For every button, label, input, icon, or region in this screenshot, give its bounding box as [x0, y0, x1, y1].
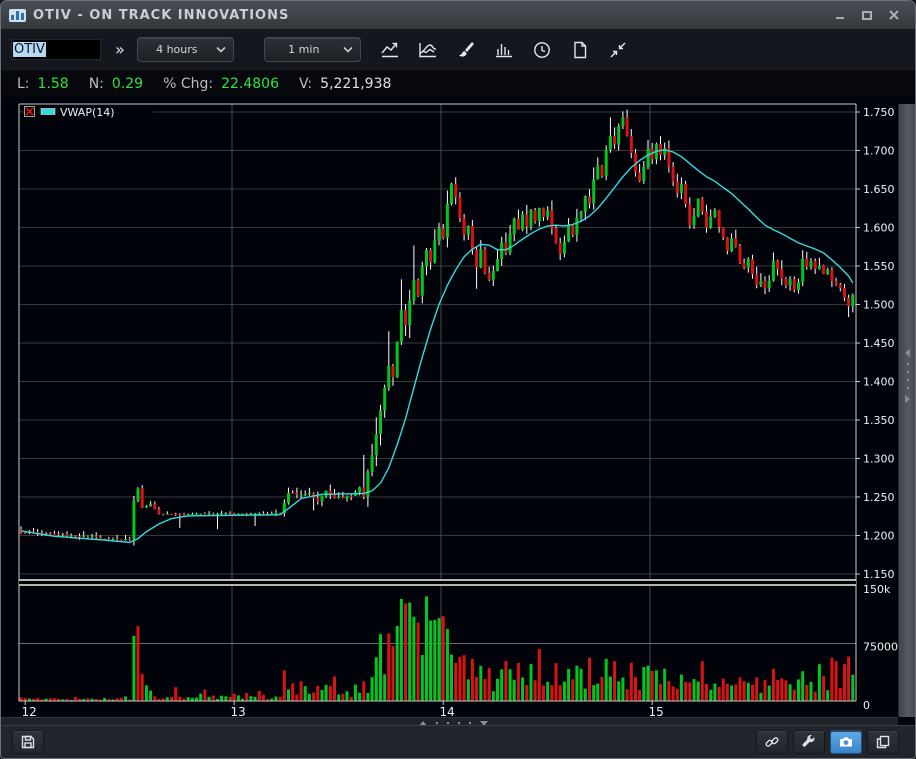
candlesticks — [19, 109, 855, 546]
svg-text:0: 0 — [863, 699, 870, 712]
stat-last-value: 1.58 — [37, 76, 69, 92]
collapse-right-icon — [905, 395, 910, 403]
app-chart-icon — [9, 8, 26, 22]
collapse-up-icon — [419, 720, 427, 726]
line-chart-icon — [381, 42, 398, 57]
svg-text:1.450: 1.450 — [863, 337, 895, 350]
status-bar — [1, 725, 915, 758]
duplicate-button[interactable] — [867, 730, 899, 754]
time-axis: 12 13 14 15 — [22, 701, 664, 719]
splitter-handle — [905, 349, 910, 403]
chart-canvas[interactable]: 1.750 1.700 1.650 1.600 1.550 1.500 1.450 1.400… — [1, 97, 898, 727]
svg-text:1.600: 1.600 — [863, 222, 895, 235]
collapse-down-icon — [480, 720, 488, 726]
save-button[interactable] — [12, 730, 44, 754]
svg-text:1.150: 1.150 — [863, 568, 895, 581]
chevron-down-icon — [343, 46, 353, 53]
svg-text:VWAP(14): VWAP(14) — [60, 106, 115, 119]
line-chart-button[interactable] — [377, 37, 403, 63]
chart-area: 1.750 1.700 1.650 1.600 1.550 1.500 1.450 1.400… — [1, 97, 915, 728]
title-bar: OTIV - ON TRACK INNOVATIONS — [1, 1, 915, 29]
clock-icon — [533, 41, 550, 58]
vwap-line — [20, 148, 854, 544]
stat-volume-value: 5,221,938 — [320, 76, 392, 92]
svg-text:1.550: 1.550 — [863, 260, 895, 273]
svg-text:15: 15 — [649, 705, 664, 719]
quote-stats-bar: L: 1.58 N: 0.29 % Chg: 22.4806 V: 5,221,… — [1, 71, 915, 97]
expand-button[interactable]: » — [115, 40, 125, 59]
range-dropdown[interactable]: 4 hours — [136, 37, 234, 62]
link-icon — [765, 737, 779, 747]
indicator-chart-button[interactable] — [415, 37, 441, 63]
svg-text:1.400: 1.400 — [863, 376, 895, 389]
stat-net-label: N: — [88, 76, 104, 92]
svg-text:150k: 150k — [863, 583, 891, 596]
interval-dropdown[interactable]: 1 min — [263, 37, 361, 62]
paintbrush-icon — [458, 41, 474, 57]
maximize-button[interactable] — [858, 7, 876, 23]
svg-text:1.750: 1.750 — [863, 106, 895, 119]
stat-pctchg-label: % Chg: — [163, 76, 214, 92]
minimize-button[interactable] — [831, 7, 849, 23]
svg-text:1.300: 1.300 — [863, 453, 895, 466]
svg-text:1.200: 1.200 — [863, 530, 895, 543]
chevron-down-icon — [216, 46, 226, 53]
svg-text:1.350: 1.350 — [863, 414, 895, 427]
vwap-legend: VWAP(14) — [23, 105, 153, 119]
svg-text:1.250: 1.250 — [863, 491, 895, 504]
svg-text:1.700: 1.700 — [863, 145, 895, 158]
stat-last-label: L: — [17, 76, 30, 92]
camera-icon — [840, 737, 852, 747]
volume-axis: 150k 75000 0 — [863, 583, 898, 712]
right-panel-splitter[interactable] — [898, 104, 915, 717]
symbol-input-value: OTIV — [13, 42, 46, 57]
wrench-icon — [802, 735, 815, 747]
grid-lines — [19, 104, 856, 701]
close-icon — [889, 10, 899, 20]
splitter-handle — [419, 720, 488, 726]
collapse-button[interactable] — [605, 37, 631, 63]
svg-text:1.650: 1.650 — [863, 183, 895, 196]
new-document-button[interactable] — [567, 37, 593, 63]
close-button[interactable] — [885, 7, 903, 23]
volume-bars — [19, 596, 855, 701]
maximize-icon — [862, 11, 872, 20]
indicator-chart-icon — [419, 42, 437, 57]
settings-button[interactable] — [793, 730, 825, 754]
screenshot-button[interactable] — [830, 730, 862, 754]
svg-text:1.500: 1.500 — [863, 299, 895, 312]
range-dropdown-value: 4 hours — [156, 43, 198, 56]
panel-borders — [18, 103, 857, 702]
copy-pages-icon — [876, 735, 890, 749]
svg-text:14: 14 — [440, 705, 455, 719]
collapse-left-icon — [905, 349, 910, 357]
chart-toolbar: OTIV » 4 hours 1 min — [1, 29, 915, 71]
draw-brush-button[interactable] — [453, 37, 479, 63]
symbol-input[interactable]: OTIV — [11, 39, 101, 60]
svg-text:75000: 75000 — [863, 641, 898, 654]
document-icon — [574, 41, 586, 58]
price-axis: 1.750 1.700 1.650 1.600 1.550 1.500 1.450 1.400… — [856, 106, 895, 581]
interval-dropdown-value: 1 min — [288, 43, 320, 56]
stat-pctchg-value: 22.4806 — [221, 76, 279, 92]
link-button[interactable] — [756, 730, 788, 754]
time-clock-button[interactable] — [529, 37, 555, 63]
histogram-icon — [495, 43, 512, 57]
stat-volume-label: V: — [299, 76, 313, 92]
volume-histogram-button[interactable] — [491, 37, 517, 63]
collapse-arrows-icon — [610, 42, 626, 57]
svg-text:13: 13 — [231, 705, 246, 719]
bottom-panel-splitter[interactable] — [1, 717, 898, 728]
stat-net-value: 0.29 — [111, 76, 144, 92]
window-title: OTIV - ON TRACK INNOVATIONS — [33, 7, 290, 23]
svg-text:12: 12 — [22, 705, 37, 719]
save-icon — [21, 735, 35, 749]
minimize-icon — [836, 17, 844, 19]
